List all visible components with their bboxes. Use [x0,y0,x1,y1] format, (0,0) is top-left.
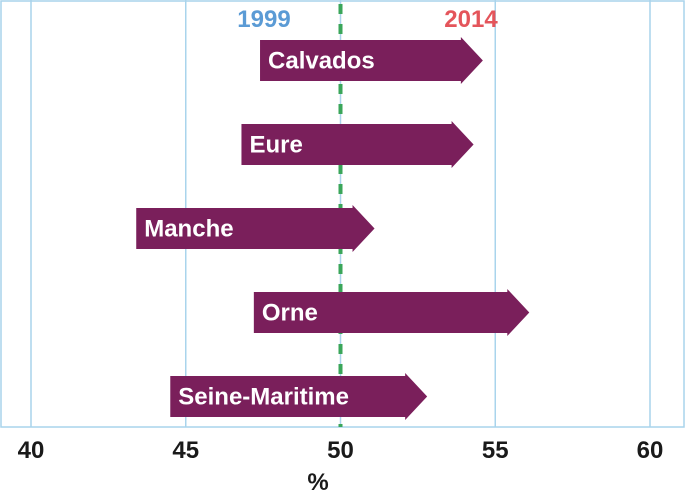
x-axis-label: % [307,469,328,492]
x-tick-label-50: 50 [327,437,354,464]
x-tick-label-40: 40 [18,437,45,464]
bar-arrow-manche [136,205,375,252]
bar-arrow-seine-maritime [170,373,428,420]
bar-label-seine-maritime: Seine-Maritime [178,384,349,411]
bar-arrow-orne [253,289,530,336]
legend-1999: 1999 [237,6,290,33]
bar-arrow-eure [241,121,474,168]
bar-label-eure: Eure [249,132,302,159]
bar-label-orne: Orne [262,300,318,327]
bar-label-calvados: Calvados [268,48,375,75]
x-tick-label-55: 55 [482,437,509,464]
bar-label-manche: Manche [144,216,233,243]
legend-2014: 2014 [444,6,498,33]
bar-arrow-calvados [260,37,483,84]
x-tick-label-45: 45 [172,437,199,464]
x-tick-label-60: 60 [637,437,664,464]
